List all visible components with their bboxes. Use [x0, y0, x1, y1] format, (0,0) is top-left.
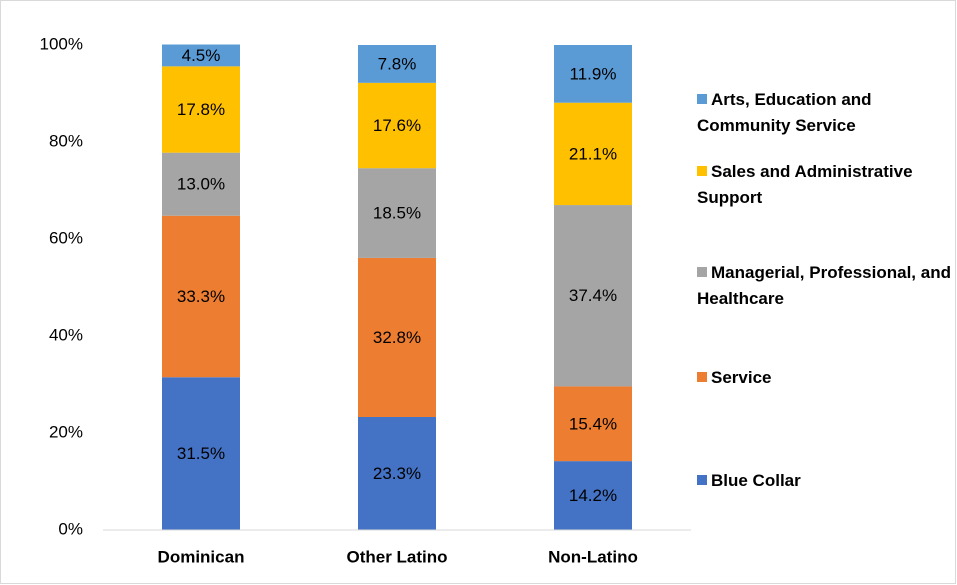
y-tick-label: 40%: [49, 325, 83, 344]
data-label: 4.5%: [182, 46, 221, 65]
bar-segment: [358, 416, 436, 530]
bar-segment: [162, 377, 240, 530]
data-label: 13.0%: [177, 175, 225, 194]
legend-label: Arts, Education and Community Service: [697, 90, 872, 135]
legend-label: Service: [711, 368, 772, 387]
bar-segment: [162, 66, 240, 153]
y-tick-label: 80%: [49, 131, 83, 150]
legend-item: Sales and Administrative Support: [697, 159, 952, 211]
data-label: 33.3%: [177, 287, 225, 306]
legend-swatch: [697, 94, 707, 104]
y-tick-label: 100%: [40, 34, 83, 53]
data-label: 15.4%: [569, 414, 617, 433]
x-tick-label: Dominican: [158, 547, 245, 566]
x-tick-label: Non-Latino: [548, 547, 638, 566]
bar-segment: [554, 205, 632, 387]
bar-segment: [162, 215, 240, 378]
data-label: 17.6%: [373, 116, 421, 135]
legend-item: Blue Collar: [697, 468, 952, 494]
data-label: 37.4%: [569, 286, 617, 305]
data-label: 11.9%: [570, 64, 617, 83]
y-tick-label: 20%: [49, 422, 83, 441]
data-label: 21.1%: [569, 144, 617, 163]
legend-item: Arts, Education and Community Service: [697, 87, 952, 139]
legend-item: Managerial, Professional, and Healthcare: [697, 260, 952, 312]
legend-swatch: [697, 267, 707, 277]
legend-swatch: [697, 166, 707, 176]
bar-segment: [162, 44, 240, 67]
x-tick-label: Other Latino: [346, 547, 447, 566]
bar-segment: [554, 386, 632, 462]
bar-segment: [358, 45, 436, 83]
legend-label: Managerial, Professional, and Healthcare: [697, 263, 951, 308]
bar-segment: [554, 45, 632, 103]
legend-swatch: [697, 372, 707, 382]
bar-segment: [554, 102, 632, 206]
bar-segment: [554, 461, 632, 530]
data-label: 7.8%: [378, 54, 417, 73]
legend-item: Service: [697, 365, 952, 391]
legend-label: Blue Collar: [711, 471, 801, 490]
y-tick-label: 0%: [58, 519, 83, 538]
y-tick-label: 60%: [49, 228, 83, 247]
legend-swatch: [697, 475, 707, 485]
data-label: 31.5%: [177, 444, 225, 463]
bar-segment: [358, 168, 436, 258]
bar-segment: [162, 152, 240, 216]
data-label: 23.3%: [373, 464, 421, 483]
bar-segment: [358, 82, 436, 169]
legend-label: Sales and Administrative Support: [697, 162, 913, 207]
data-label: 32.8%: [373, 328, 421, 347]
data-label: 18.5%: [373, 204, 421, 223]
data-label: 14.2%: [569, 486, 617, 505]
bar-segment: [358, 257, 436, 417]
data-label: 17.8%: [177, 100, 225, 119]
